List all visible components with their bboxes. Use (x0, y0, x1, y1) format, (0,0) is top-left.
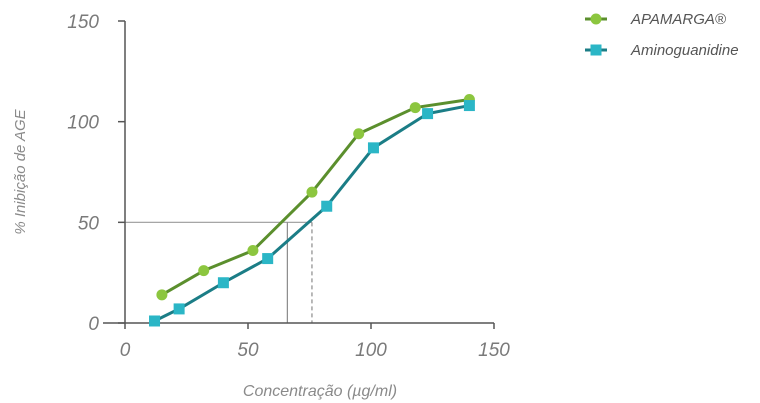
data-point (262, 253, 274, 265)
data-point (173, 303, 185, 315)
legend-marker (590, 44, 602, 56)
x-tick-label: 0 (120, 340, 131, 361)
data-point (321, 200, 333, 212)
data-point (353, 128, 365, 140)
y-tick-label: 0 (88, 314, 99, 335)
series-1 (149, 100, 475, 327)
x-tick-label: 150 (478, 340, 510, 361)
data-point (463, 100, 475, 112)
data-point (422, 108, 434, 120)
legend-label: Aminoguanidine (630, 42, 739, 59)
data-point (409, 102, 421, 114)
axes (103, 21, 494, 324)
data-point (217, 277, 229, 289)
data-point (149, 315, 161, 327)
y-tick-label: 50 (78, 213, 100, 234)
x-tick-label: 100 (355, 340, 387, 361)
legend-item: Aminoguanidine (585, 42, 739, 59)
legend-item: APAMARGA® (585, 11, 727, 28)
legend-label: APAMARGA® (630, 11, 727, 28)
series-0 (156, 94, 475, 301)
data-point (156, 289, 168, 301)
data-point (198, 265, 210, 277)
y-tick-label: 150 (67, 12, 99, 33)
y-axis-title: % Inibição de AGE (12, 108, 29, 234)
axis-ticks: 0 50 100 150 0 50 100 150 (67, 12, 510, 361)
legend: APAMARGA® Aminoguanidine (585, 11, 739, 59)
x-tick-label: 50 (237, 340, 259, 361)
y-tick-label: 100 (67, 113, 99, 134)
series-layer (149, 94, 475, 327)
data-point (306, 186, 318, 198)
data-point (247, 245, 259, 257)
legend-marker (590, 13, 602, 25)
x-axis-title: Concentração (µg/ml) (243, 383, 397, 400)
ic50-reference-lines (125, 221, 313, 323)
series-line (161, 98, 470, 297)
series-line (153, 104, 470, 323)
data-point (367, 142, 379, 154)
